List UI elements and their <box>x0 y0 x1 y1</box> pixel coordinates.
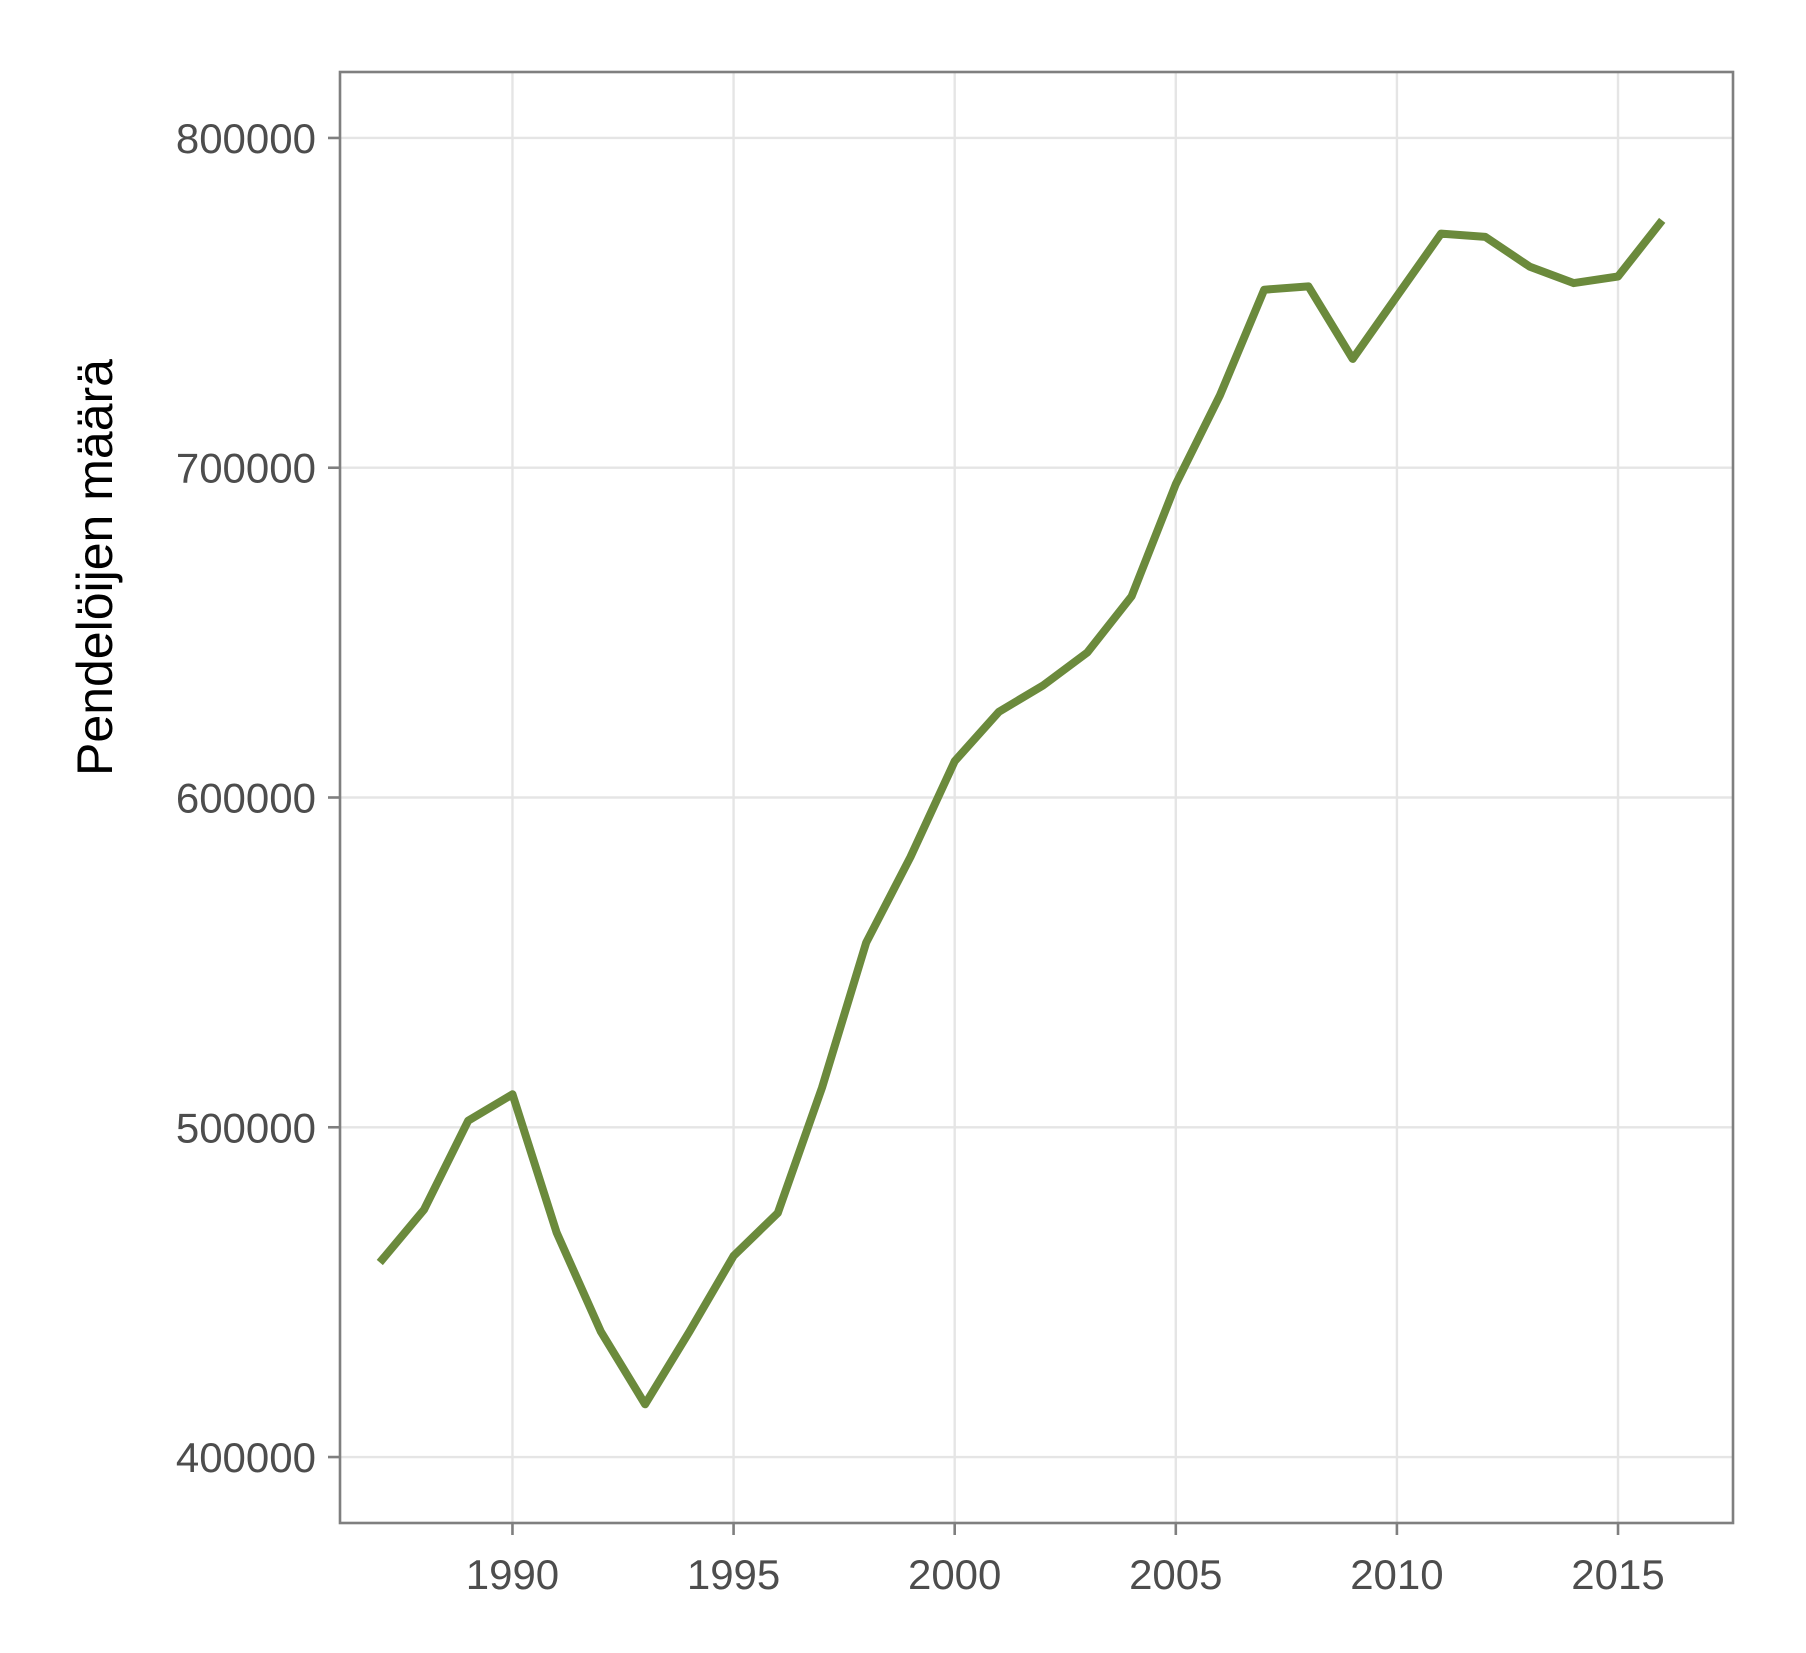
x-tick-label: 1995 <box>687 1551 780 1598</box>
y-tick-label: 700000 <box>176 445 316 492</box>
y-axis: 400000 500000 600000 700000 800000 <box>176 115 340 1481</box>
series-line-0 <box>376 217 1666 1409</box>
y-tick-label: 800000 <box>176 115 316 162</box>
y-axis-title: Pendelöijen määrä <box>67 359 123 776</box>
x-axis: 1990 1995 2000 2005 2010 2015 <box>466 1523 1665 1598</box>
x-tick-label: 2005 <box>1129 1551 1222 1598</box>
y-tick-label: 400000 <box>176 1434 316 1481</box>
x-tick-label: 2015 <box>1571 1551 1664 1598</box>
x-tick-label: 2010 <box>1350 1551 1443 1598</box>
x-tick-label: 2000 <box>908 1551 1001 1598</box>
y-tick-label: 600000 <box>176 775 316 822</box>
x-tick-label: 1990 <box>466 1551 559 1598</box>
grid-lines <box>340 72 1733 1523</box>
series-lines <box>376 217 1666 1409</box>
y-tick-label: 500000 <box>176 1104 316 1151</box>
